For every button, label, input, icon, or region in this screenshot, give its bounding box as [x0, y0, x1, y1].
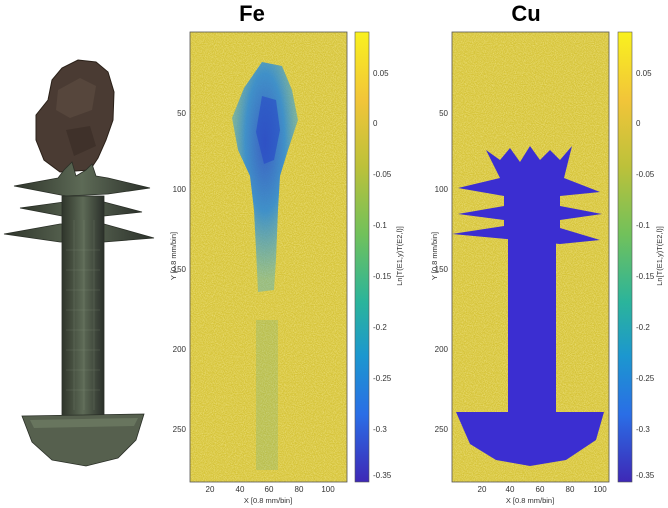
- fe-colorbar-ticks: 0.05 0 -0.05 -0.1 -0.15 -0.2 -0.25 -0.3 …: [373, 69, 392, 480]
- svg-text:40: 40: [506, 485, 515, 494]
- cu-colorbar-ticks: 0.05 0 -0.05 -0.1 -0.15 -0.2 -0.25 -0.3 …: [636, 69, 655, 480]
- artifact-guard: [3, 161, 155, 243]
- svg-text:60: 60: [536, 485, 545, 494]
- svg-text:200: 200: [435, 345, 449, 354]
- svg-text:-0.35: -0.35: [373, 471, 392, 480]
- artifact-photo: [3, 59, 155, 467]
- svg-text:-0.1: -0.1: [636, 221, 650, 230]
- cu-yticks: 50 100 150 200 250: [435, 109, 449, 434]
- svg-text:0: 0: [636, 119, 641, 128]
- svg-text:-0.3: -0.3: [636, 425, 650, 434]
- cu-hilt-region: [452, 146, 604, 466]
- svg-text:20: 20: [206, 485, 215, 494]
- fe-yticks: 50 100 150 200 250: [173, 109, 187, 434]
- svg-text:0.05: 0.05: [636, 69, 652, 78]
- svg-text:50: 50: [439, 109, 448, 118]
- svg-text:0.05: 0.05: [373, 69, 389, 78]
- svg-text:40: 40: [236, 485, 245, 494]
- svg-text:80: 80: [566, 485, 575, 494]
- svg-text:0: 0: [373, 119, 378, 128]
- svg-text:-0.05: -0.05: [373, 170, 392, 179]
- svg-text:250: 250: [435, 425, 449, 434]
- fe-xlabel: X [0.8 mm/bin]: [244, 496, 292, 505]
- svg-text:-0.25: -0.25: [636, 374, 655, 383]
- svg-text:80: 80: [295, 485, 304, 494]
- cu-title: Cu: [511, 1, 540, 26]
- svg-text:-0.3: -0.3: [373, 425, 387, 434]
- fe-blade-region: [232, 62, 298, 292]
- fe-panel: Fe 50 100 150 200 250 20 40 60 80 100 X …: [169, 1, 404, 505]
- svg-text:100: 100: [173, 185, 187, 194]
- cu-colorbar-label: Ln[T(E1,y)T(E2,l)]: [655, 226, 664, 286]
- cu-heatmap: [452, 32, 609, 482]
- svg-text:-0.2: -0.2: [636, 323, 650, 332]
- cu-xlabel: X [0.8 mm/bin]: [506, 496, 554, 505]
- artifact-handle: [61, 195, 105, 417]
- svg-text:-0.15: -0.15: [636, 272, 655, 281]
- svg-text:20: 20: [478, 485, 487, 494]
- svg-text:-0.25: -0.25: [373, 374, 392, 383]
- fe-colorbar: [354, 31, 370, 483]
- svg-text:100: 100: [435, 185, 449, 194]
- svg-text:-0.15: -0.15: [373, 272, 392, 281]
- cu-xticks: 20 40 60 80 100: [478, 485, 608, 494]
- fe-xticks: 20 40 60 80 100: [206, 485, 336, 494]
- svg-text:150: 150: [173, 265, 187, 274]
- svg-text:100: 100: [593, 485, 607, 494]
- fe-title: Fe: [239, 1, 265, 26]
- svg-text:-0.35: -0.35: [636, 471, 655, 480]
- cu-colorbar: [617, 31, 633, 483]
- cu-ylabel: Y [0.8 mm/bin]: [430, 232, 439, 280]
- cu-panel: Cu 50 100 150 200 250 20 40 60 80 100: [430, 1, 664, 505]
- fe-heatmap: [190, 32, 347, 482]
- svg-text:-0.05: -0.05: [636, 170, 655, 179]
- svg-text:250: 250: [173, 425, 187, 434]
- svg-text:60: 60: [265, 485, 274, 494]
- fe-colorbar-label: Ln[T(E1,y)T(E2,l)]: [395, 226, 404, 286]
- fe-ylabel: Y [0.8 mm/bin]: [169, 232, 178, 280]
- svg-text:150: 150: [435, 265, 449, 274]
- svg-text:50: 50: [177, 109, 186, 118]
- svg-text:-0.2: -0.2: [373, 323, 387, 332]
- svg-text:-0.1: -0.1: [373, 221, 387, 230]
- svg-text:100: 100: [321, 485, 335, 494]
- svg-text:200: 200: [173, 345, 187, 354]
